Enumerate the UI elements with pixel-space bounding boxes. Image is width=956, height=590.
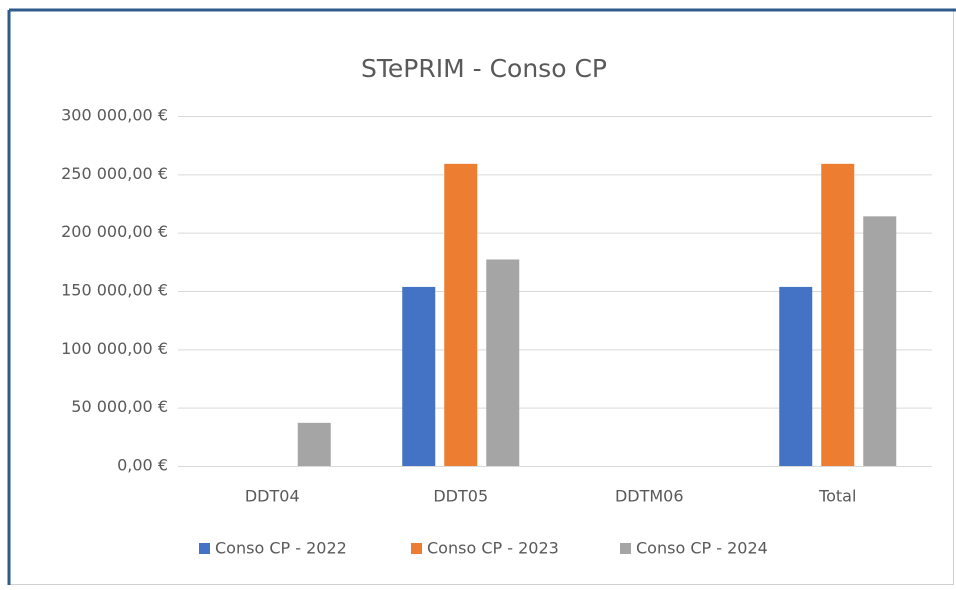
bar [863, 216, 897, 466]
legend-label: Conso CP - 2024 [636, 539, 768, 558]
legend-label: Conso CP - 2022 [215, 539, 347, 558]
legend-swatch [620, 543, 631, 554]
y-tick-label: 0,00 € [117, 456, 168, 475]
bar [297, 422, 331, 466]
legend-swatch [411, 543, 422, 554]
y-tick-label: 100 000,00 € [61, 339, 168, 358]
x-tick-label: DDTM06 [615, 487, 684, 506]
y-tick-label: 300 000,00 € [61, 106, 168, 125]
x-tick-label: Total [818, 487, 856, 506]
y-tick-label: 150 000,00 € [61, 281, 168, 300]
y-tick-label: 200 000,00 € [61, 222, 168, 241]
bar [779, 286, 813, 466]
chart-title: STePRIM - Conso CP [361, 54, 607, 83]
legend-label: Conso CP - 2023 [427, 539, 559, 558]
bar [821, 163, 855, 467]
y-tick-label: 250 000,00 € [61, 164, 168, 183]
bar [444, 163, 478, 467]
bar [486, 259, 520, 466]
x-tick-label: DDT05 [433, 487, 488, 506]
y-tick-label: 50 000,00 € [71, 397, 168, 416]
legend-swatch [199, 543, 210, 554]
bar [402, 286, 436, 466]
x-tick-label: DDT04 [245, 487, 300, 506]
